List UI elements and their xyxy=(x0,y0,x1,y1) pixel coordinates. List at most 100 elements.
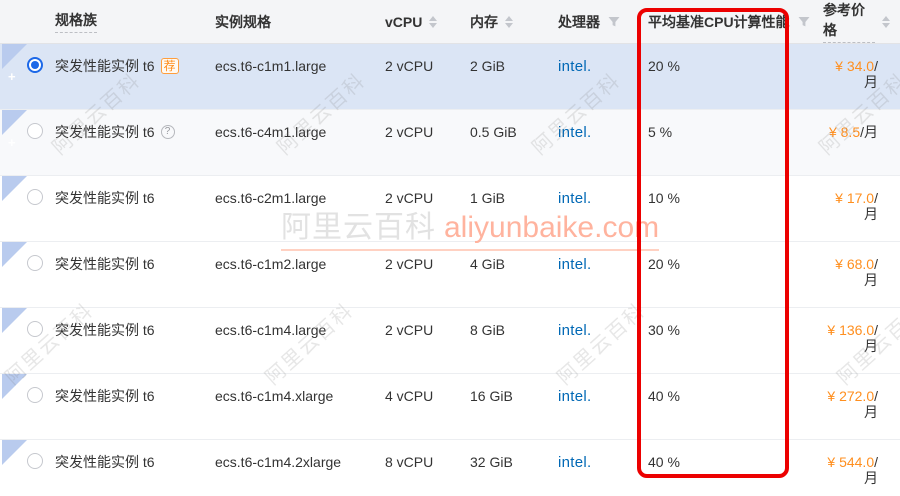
intel-logo: intel. xyxy=(558,256,592,273)
column-header-baseline-cpu-performance[interactable]: 平均基准CPU计算性能 xyxy=(648,12,823,32)
price-unit: /月 xyxy=(860,124,878,140)
table-row[interactable]: + 突发性能实例 t6 ? ecs.t6-c4m1.large 2 vCPU 0… xyxy=(0,110,900,176)
memory-value: 1 GiB xyxy=(470,190,506,206)
price-cell: ¥ 544.0/月 xyxy=(823,440,900,486)
family-cell: 突发性能实例 t6 xyxy=(55,308,215,338)
plus-icon: + xyxy=(8,465,16,480)
help-icon[interactable]: ? xyxy=(160,125,175,139)
filter-icon[interactable] xyxy=(608,16,620,28)
memory-value: 0.5 GiB xyxy=(470,124,517,140)
row-select-cell: + xyxy=(0,440,55,479)
vcpu-value: 2 vCPU xyxy=(385,256,434,272)
table-row[interactable]: + 突发性能实例 t6 ecs.t6-c1m4.large 2 vCPU 8 G… xyxy=(0,308,900,374)
memory-value: 32 GiB xyxy=(470,454,513,470)
row-radio[interactable] xyxy=(27,57,43,73)
price-unit: /月 xyxy=(864,190,878,222)
family-label: 突发性能实例 t6 xyxy=(55,454,155,470)
processor-cell: intel. xyxy=(548,176,648,207)
add-corner-badge: + xyxy=(2,176,27,215)
price-cell: ¥ 272.0/月 xyxy=(823,374,900,420)
filter-icon[interactable] xyxy=(798,16,810,28)
family-label: 突发性能实例 t6 xyxy=(55,322,155,338)
sort-icon[interactable] xyxy=(882,15,890,28)
row-select-cell: + xyxy=(0,44,55,83)
family-label: 突发性能实例 t6 xyxy=(55,190,155,206)
row-radio[interactable] xyxy=(27,189,43,205)
price-cell: ¥ 34.0/月 xyxy=(823,44,900,90)
vcpu-value: 2 vCPU xyxy=(385,190,434,206)
baseline-cpu-performance-value: 20 % xyxy=(648,58,680,74)
instance-spec: ecs.t6-c1m4.large xyxy=(215,322,327,338)
plus-icon: + xyxy=(8,333,16,348)
processor-cell: intel. xyxy=(548,110,648,141)
price-unit: /月 xyxy=(864,388,878,420)
price-cell: ¥ 8.5/月 xyxy=(823,110,900,140)
instance-spec: ecs.t6-c1m2.large xyxy=(215,256,327,272)
column-header-memory[interactable]: 内存 xyxy=(470,12,548,32)
plus-icon: + xyxy=(8,135,16,150)
add-corner-badge: + xyxy=(2,44,27,83)
intel-logo: intel. xyxy=(558,58,592,75)
table-body: + 突发性能实例 t6 荐 ecs.t6-c1m1.large 2 vCPU 2… xyxy=(0,44,900,496)
instance-spec: ecs.t6-c1m4.2xlarge xyxy=(215,454,342,470)
price-cell: ¥ 136.0/月 xyxy=(823,308,900,354)
row-radio[interactable] xyxy=(27,123,43,139)
row-radio[interactable] xyxy=(27,255,43,271)
table-row[interactable]: + 突发性能实例 t6 ecs.t6-c1m2.large 2 vCPU 4 G… xyxy=(0,242,900,308)
intel-logo: intel. xyxy=(558,190,592,207)
column-header-price[interactable]: 参考价格 xyxy=(823,0,900,43)
price-unit: /月 xyxy=(864,322,878,354)
instance-spec: ecs.t6-c1m4.xlarge xyxy=(215,388,334,404)
add-corner-badge: + xyxy=(2,308,27,347)
family-label: 突发性能实例 t6 xyxy=(55,256,155,272)
table-row[interactable]: + 突发性能实例 t6 ecs.t6-c1m4.xlarge 4 vCPU 16… xyxy=(0,374,900,440)
column-header-family-label: 规格族 xyxy=(55,10,97,33)
row-radio[interactable] xyxy=(27,387,43,403)
price-amount: ¥ 17.0 xyxy=(835,190,875,206)
memory-value: 4 GiB xyxy=(470,256,506,272)
vcpu-value: 8 vCPU xyxy=(385,454,434,470)
sort-icon[interactable] xyxy=(505,15,513,28)
add-corner-badge: + xyxy=(2,110,27,149)
processor-cell: intel. xyxy=(548,242,648,273)
price-amount: ¥ 272.0 xyxy=(827,388,875,404)
intel-logo: intel. xyxy=(558,322,592,339)
baseline-cpu-performance-value: 20 % xyxy=(648,256,680,272)
row-radio[interactable] xyxy=(27,453,43,469)
sort-icon[interactable] xyxy=(429,15,438,28)
table-row[interactable]: + 突发性能实例 t6 ecs.t6-c2m1.large 2 vCPU 1 G… xyxy=(0,176,900,242)
family-cell: 突发性能实例 t6 xyxy=(55,242,215,272)
intel-logo: intel. xyxy=(558,388,592,405)
price-cell: ¥ 17.0/月 xyxy=(823,176,900,222)
processor-cell: intel. xyxy=(548,440,648,471)
processor-cell: intel. xyxy=(548,374,648,405)
price-amount: ¥ 136.0 xyxy=(827,322,875,338)
column-header-vcpu[interactable]: vCPU xyxy=(385,14,470,30)
family-label: 突发性能实例 t6 xyxy=(55,124,155,140)
intel-logo: intel. xyxy=(558,454,592,471)
table-row[interactable]: + 突发性能实例 t6 ecs.t6-c1m4.2xlarge 8 vCPU 3… xyxy=(0,440,900,496)
memory-value: 8 GiB xyxy=(470,322,506,338)
plus-icon: + xyxy=(8,69,16,84)
table-row[interactable]: + 突发性能实例 t6 荐 ecs.t6-c1m1.large 2 vCPU 2… xyxy=(0,44,900,110)
instance-spec: ecs.t6-c2m1.large xyxy=(215,190,327,206)
row-select-cell: + xyxy=(0,110,55,149)
family-cell: 突发性能实例 t6 xyxy=(55,176,215,206)
price-amount: ¥ 544.0 xyxy=(827,454,875,470)
add-corner-badge: + xyxy=(2,242,27,281)
vcpu-value: 2 vCPU xyxy=(385,124,434,140)
recommend-badge: 荐 xyxy=(160,58,179,74)
memory-value: 16 GiB xyxy=(470,388,513,404)
family-cell: 突发性能实例 t6 荐 xyxy=(55,44,215,74)
row-select-cell: + xyxy=(0,242,55,281)
processor-cell: intel. xyxy=(548,308,648,339)
column-header-processor[interactable]: 处理器 xyxy=(548,12,648,32)
add-corner-badge: + xyxy=(2,440,27,479)
row-select-cell: + xyxy=(0,374,55,413)
column-header-family[interactable]: 规格族 xyxy=(55,10,215,33)
row-radio[interactable] xyxy=(27,321,43,337)
price-amount: ¥ 8.5 xyxy=(828,124,861,140)
add-corner-badge: + xyxy=(2,374,27,413)
family-label: 突发性能实例 t6 xyxy=(55,58,155,74)
